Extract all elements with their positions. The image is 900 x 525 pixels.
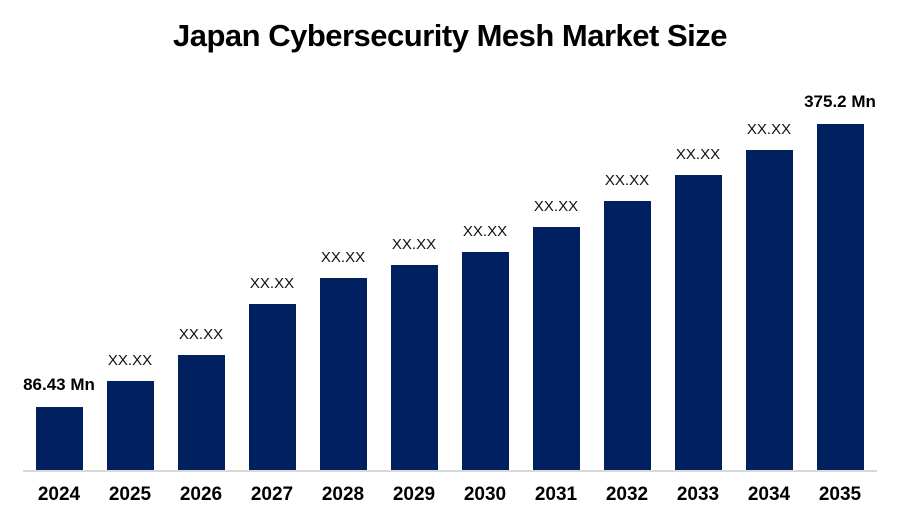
bar-column: 375.2 Mn (804, 92, 876, 470)
x-axis-label: 2027 (250, 484, 294, 505)
bar-2028 (319, 278, 367, 470)
bar-2032 (603, 201, 651, 470)
chart-title: Japan Cybersecurity Mesh Market Size (172, 18, 728, 53)
bar-column: 86.43 Mn (23, 375, 95, 470)
x-axis-label: 2033 (676, 484, 720, 505)
bar-column: XX.XX (95, 351, 166, 470)
bar-value-label-masked: XX.XX (533, 197, 579, 215)
bar-2033 (674, 175, 722, 470)
bar-value-label: 86.43 Mn (23, 375, 95, 395)
plot-area: 86.43 Mn XX.XX XX.XX XX.XX XX.XX XX.XX XX.XX XX… (23, 92, 876, 470)
bar-column: XX.XX (663, 145, 734, 470)
bar-2024 (35, 407, 83, 470)
bar-2035 (816, 124, 864, 470)
bar-2034 (745, 150, 793, 470)
bar-column: XX.XX (521, 197, 592, 470)
x-axis-label: 2024 (37, 484, 81, 505)
bar-value-label-masked: XX.XX (746, 120, 792, 138)
x-axis-label: 2030 (463, 484, 507, 505)
bar-value-label-masked: XX.XX (249, 274, 295, 292)
x-axis-label: 2031 (534, 484, 578, 505)
bar-2025 (106, 381, 154, 470)
bar-2030 (461, 252, 509, 470)
bar-value-label-masked: XX.XX (462, 222, 508, 240)
bar-column: XX.XX (592, 171, 663, 470)
bar-value-label-masked: XX.XX (604, 171, 650, 189)
x-axis-label: 2025 (108, 484, 152, 505)
bar-2026 (177, 355, 225, 470)
bar-column: XX.XX (166, 325, 237, 470)
bar-value-label-masked: XX.XX (320, 248, 366, 266)
bar-2031 (532, 227, 580, 470)
bar-column: XX.XX (734, 120, 805, 470)
bar-2029 (390, 265, 438, 470)
x-axis-label: 2032 (605, 484, 649, 505)
x-axis-line (23, 470, 877, 472)
x-axis-label: 2026 (179, 484, 223, 505)
bar-column: XX.XX (237, 274, 308, 470)
bar-value-label-masked: XX.XX (178, 325, 224, 343)
bar-value-label-masked: XX.XX (391, 235, 437, 253)
x-axis-label: 2029 (392, 484, 436, 505)
bar-column: XX.XX (379, 235, 450, 470)
bar-value-label-masked: XX.XX (675, 145, 721, 163)
bar-column: XX.XX (308, 248, 379, 470)
x-axis-label: 2028 (321, 484, 365, 505)
bar-column: XX.XX (450, 222, 521, 470)
bar-2027 (248, 304, 296, 470)
x-axis-label: 2035 (818, 484, 862, 505)
bar-value-label: 375.2 Mn (804, 92, 876, 112)
x-axis-label: 2034 (747, 484, 791, 505)
bar-value-label-masked: XX.XX (107, 351, 153, 369)
